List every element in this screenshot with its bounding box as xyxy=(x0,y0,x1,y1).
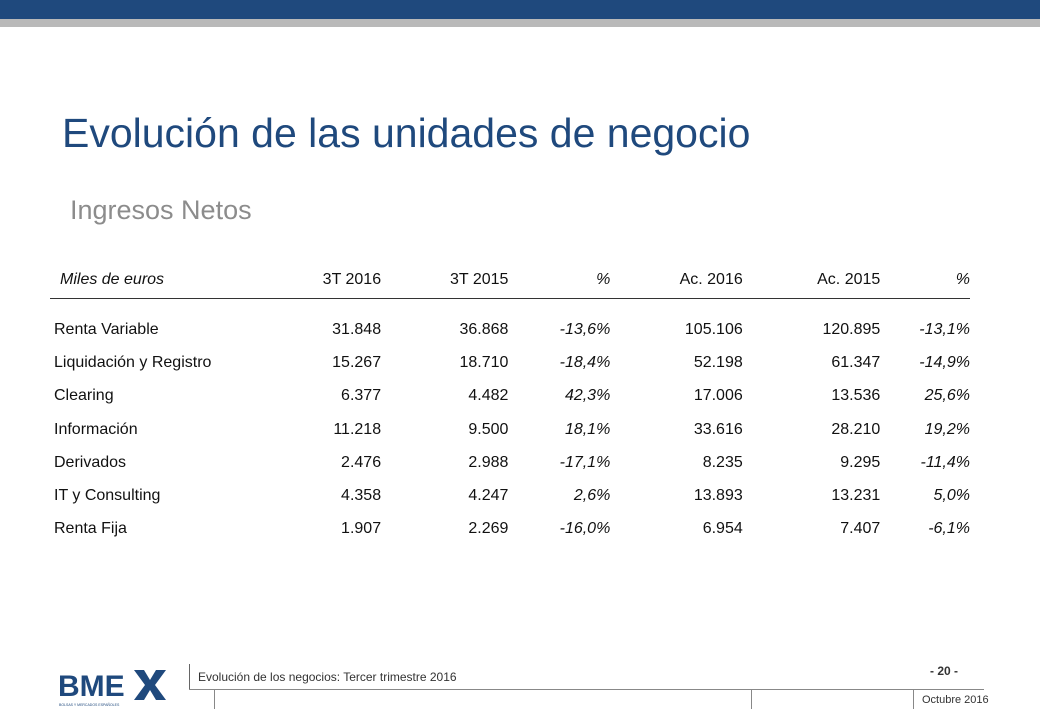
cell-pct: -17,1% xyxy=(559,453,611,471)
header-3t-2016: 3T 2016 xyxy=(253,262,382,299)
page-subtitle: Ingresos Netos xyxy=(70,195,252,225)
cell-value: 4.247 xyxy=(468,487,509,505)
cell-value: 13.231 xyxy=(831,487,881,505)
cell-pct: 42,3% xyxy=(564,387,611,405)
header-band xyxy=(0,19,1040,27)
footer-rule xyxy=(189,689,984,690)
cell-value: 4.482 xyxy=(468,387,509,405)
cell-value: 36.868 xyxy=(459,320,509,338)
cell-pct: 25,6% xyxy=(924,387,970,405)
cell-pct: -16,0% xyxy=(559,520,611,538)
header-bar xyxy=(0,0,1040,19)
cell-value: 31.848 xyxy=(332,320,382,338)
cell-value: 52.198 xyxy=(693,353,743,371)
cell-pct: -6,1% xyxy=(928,520,970,538)
footer-date: Octubre 2016 xyxy=(922,694,989,706)
logo-text: BME xyxy=(58,670,125,703)
cell-value: 2.269 xyxy=(468,520,509,538)
table-row: Renta Fija 1.907 2.269 -16,0% 6.954 7.40… xyxy=(50,513,970,546)
cell-value: 13.536 xyxy=(831,387,881,405)
page-title: Evolución de las unidades de negocio xyxy=(62,110,751,156)
cell-pct: 2,6% xyxy=(573,487,611,505)
cell-value: 7.407 xyxy=(840,520,881,538)
footer-section-title: Evolución de los negocios: Tercer trimes… xyxy=(198,670,457,684)
header-units: Miles de euros xyxy=(50,262,254,299)
cell-value: 17.006 xyxy=(693,387,743,405)
table-header-row: Miles de euros 3T 2016 3T 2015 % Ac. 201… xyxy=(50,262,970,299)
revenue-table: Miles de euros 3T 2016 3T 2015 % Ac. 201… xyxy=(50,262,970,546)
page-number: - 20 - xyxy=(930,664,959,678)
footer-divider xyxy=(913,689,914,709)
row-label: IT y Consulting xyxy=(54,487,161,505)
cell-value: 13.893 xyxy=(693,487,743,505)
table-row: Renta Variable 31.848 36.868 -13,6% 105.… xyxy=(50,313,970,346)
cell-pct: -13,6% xyxy=(559,320,611,338)
footer-divider xyxy=(214,689,215,709)
row-label: Derivados xyxy=(54,453,127,471)
table-row: Liquidación y Registro 15.267 18.710 -18… xyxy=(50,346,970,379)
table-row: Derivados 2.476 2.988 -17,1% 8.235 9.295… xyxy=(50,446,970,479)
row-label: Renta Fija xyxy=(54,520,127,538)
cell-pct: -13,1% xyxy=(919,320,970,338)
cell-pct: -14,9% xyxy=(919,353,970,371)
table-row: Información 11.218 9.500 18,1% 33.616 28… xyxy=(50,413,970,446)
cell-value: 1.907 xyxy=(341,520,382,538)
cell-pct: 19,2% xyxy=(924,420,970,438)
row-label: Clearing xyxy=(54,387,114,405)
cell-pct: 18,1% xyxy=(564,420,611,438)
header-pct-quarter: % xyxy=(508,262,611,299)
cell-value: 15.267 xyxy=(332,353,382,371)
cell-pct: 5,0% xyxy=(933,487,970,505)
bme-logo-icon: BME BOLSAS Y MERCADOS ESPAÑOLES xyxy=(58,664,168,709)
row-label: Liquidación y Registro xyxy=(54,353,212,371)
cell-value: 61.347 xyxy=(831,353,881,371)
cell-value: 2.988 xyxy=(468,453,509,471)
logo-tagline: BOLSAS Y MERCADOS ESPAÑOLES xyxy=(59,702,120,707)
header-3t-2015: 3T 2015 xyxy=(381,262,509,299)
cell-value: 4.358 xyxy=(341,487,382,505)
cell-value: 33.616 xyxy=(693,420,743,438)
header-pct-accumulated: % xyxy=(880,262,970,299)
cell-value: 9.295 xyxy=(840,453,881,471)
header-ac-2016: Ac. 2016 xyxy=(610,262,743,299)
cell-value: 11.218 xyxy=(333,420,382,438)
cell-value: 6.954 xyxy=(702,520,743,538)
cell-value: 8.235 xyxy=(702,453,743,471)
cell-value: 120.895 xyxy=(822,320,881,338)
header-ac-2015: Ac. 2015 xyxy=(742,262,881,299)
row-label: Información xyxy=(54,420,138,438)
cell-value: 28.210 xyxy=(831,420,881,438)
table-row: Clearing 6.377 4.482 42,3% 17.006 13.536… xyxy=(50,380,970,413)
cell-pct: -11,4% xyxy=(920,453,970,471)
row-label: Renta Variable xyxy=(54,320,159,338)
cell-value: 2.476 xyxy=(341,453,382,471)
table-spacer xyxy=(50,299,970,314)
cell-value: 9.500 xyxy=(468,420,509,438)
table-row: IT y Consulting 4.358 4.247 2,6% 13.893 … xyxy=(50,479,970,512)
footer-divider xyxy=(189,664,190,690)
cell-value: 18.710 xyxy=(459,353,509,371)
footer-divider xyxy=(751,689,752,709)
cell-pct: -18,4% xyxy=(559,353,611,371)
cell-value: 6.377 xyxy=(341,387,382,405)
cell-value: 105.106 xyxy=(684,320,743,338)
logo-mark xyxy=(134,670,166,700)
